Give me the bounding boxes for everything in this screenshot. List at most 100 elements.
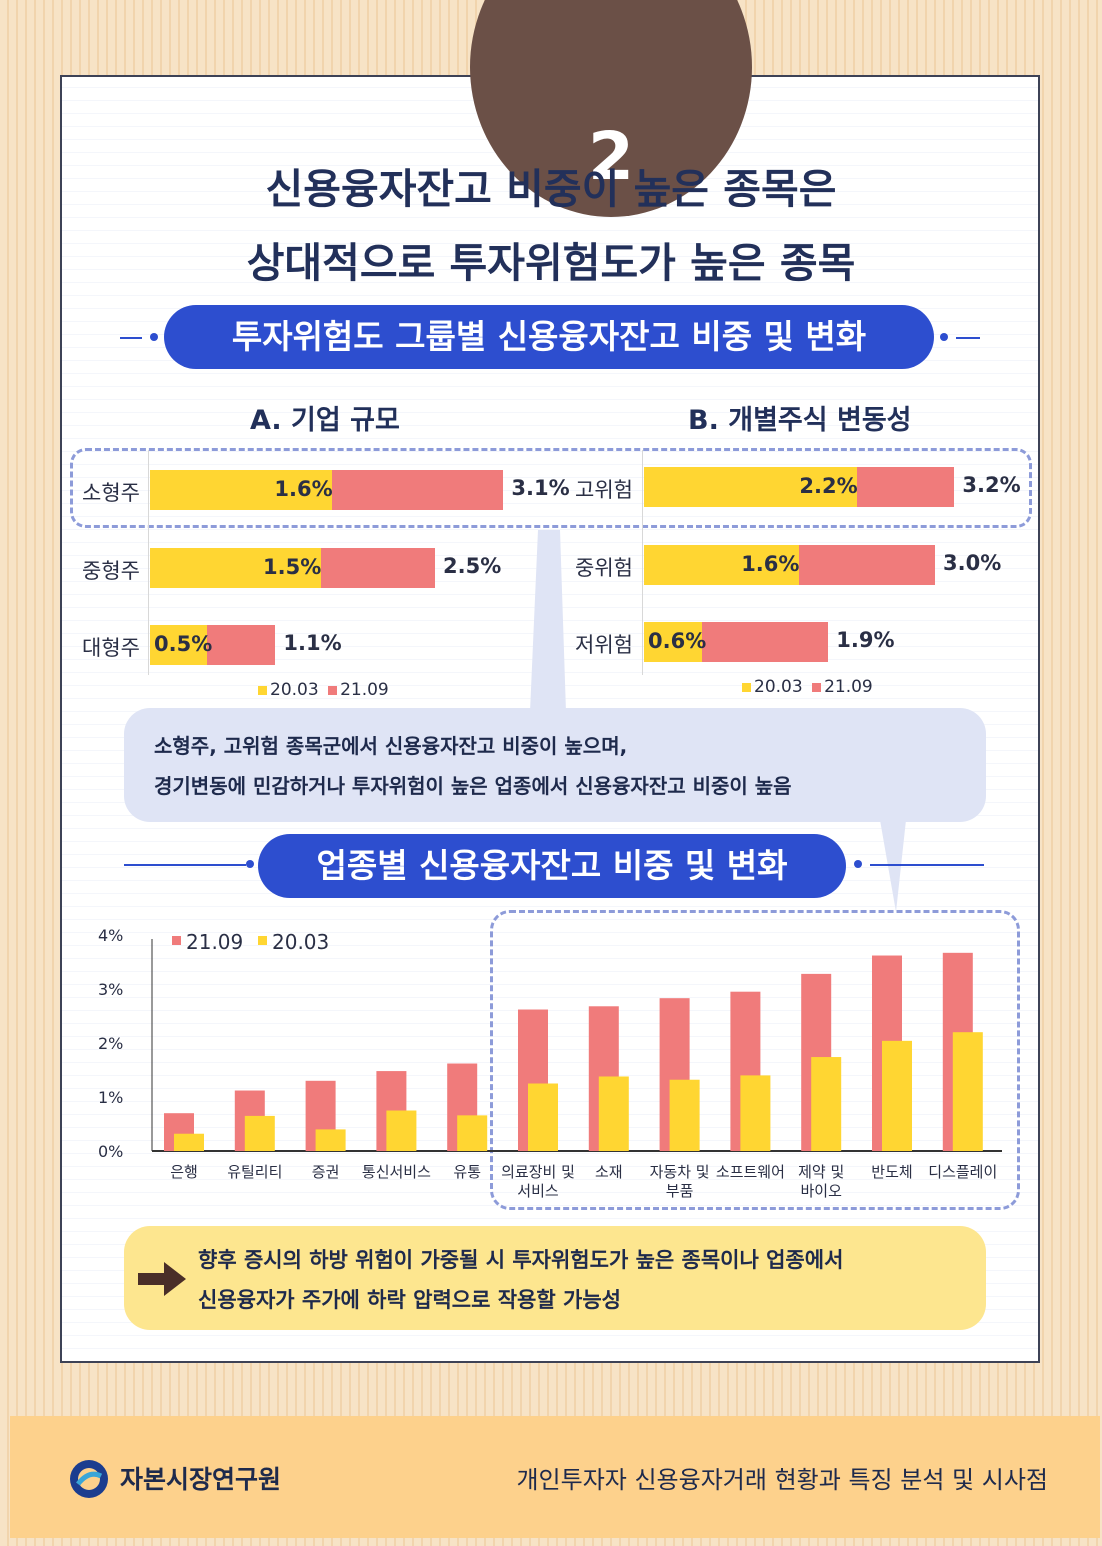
x-tick-label: 유통 [453,1163,481,1181]
section2-left-dot [246,860,254,868]
value-label-20-03: 1.6% [741,552,800,576]
bar-20-03 [150,470,333,510]
bar-20-03 [644,467,858,507]
x-tick-label: 바이오 [800,1182,842,1200]
bar-20-03 [315,1129,346,1151]
highlight-top-row [70,448,1032,528]
y-tick-label: 4% [98,926,123,945]
value-label-21-09: 3.1% [511,476,570,500]
y-tick-label: 0% [98,1142,123,1161]
bar-21-09 [332,470,504,510]
value-label-21-09: 1.1% [283,631,342,655]
footer-report-title: 개인투자자 신용융자거래 현황과 특징 분석 및 시사점 [516,1466,1048,1494]
bar-20-03 [457,1115,488,1151]
x-tick-label: 소프트웨어 [716,1163,785,1181]
bar-20-03 [598,1076,629,1151]
bar-20-03 [644,622,703,662]
x-tick-label: 의료장비 및 [501,1163,575,1181]
bar-21-09 [799,545,935,585]
chart-b-axis [642,450,643,675]
chart-a-legend-item-1: 20.03 [270,680,319,700]
legend-swatch-red [812,682,822,692]
conclusion-line-1: 향후 증시의 하방 위험이 가중될 시 투자위험도가 높은 종목이나 업종에서 [198,1248,844,1272]
chart-b-title: B. 개별주식 변동성 [688,405,912,436]
x-tick-label: 은행 [170,1163,198,1181]
x-tick-label: 디스플레이 [928,1163,997,1181]
chart-a-axis [148,450,149,675]
section1-right-rule [956,337,980,339]
section-number: 2 [588,118,634,195]
y-tick-label: 3% [98,980,123,999]
page-title-line-1: 신용융자잔고 비중이 높은 종목은 [265,165,837,213]
bar-21-09 [207,625,276,665]
section-number-badge: 2 [470,0,752,217]
legend-label-21-09: 21.09 [186,930,243,954]
value-label-20-03: 1.6% [274,477,333,501]
legend-swatch-red [328,685,338,695]
chart-b-legend-item-1: 20.03 [754,677,803,697]
insight-bubble: 소형주, 고위험 종목군에서 신용융자잔고 비중이 높으며, 경기변동에 민감하… [124,708,986,822]
section1-heading: 투자위험도 그룹별 신용융자잔고 비중 및 변화 [164,305,934,369]
value-label-21-09: 3.0% [943,551,1002,575]
category-label: 중형주 [82,559,140,583]
bar-20-03 [882,1040,912,1151]
category-label: 소형주 [82,481,140,505]
legend-swatch-21-09 [172,936,181,945]
value-label-21-09: 3.2% [962,473,1021,497]
bar-20-03 [952,1032,983,1151]
bar-21-09 [857,467,955,507]
bar-20-03 [386,1110,417,1151]
section2-heading: 업종별 신용융자잔고 비중 및 변화 [258,834,846,898]
footer-org-name: 자본시장연구원 [120,1465,282,1494]
category-label: 중위험 [575,556,633,580]
value-label-20-03: 0.5% [154,632,213,656]
bar-20-03 [740,1075,771,1151]
x-tick-label: 증권 [312,1163,340,1181]
footer: 자본시장연구원 개인투자자 신용융자거래 현황과 특징 분석 및 시사점 [10,1416,1100,1538]
bubble-pointer-2 [880,820,906,912]
x-tick-label: 제약 및 [798,1163,844,1181]
bar-21-09 [702,622,829,662]
conclusion-callout: 향후 증시의 하방 위험이 가중될 시 투자위험도가 높은 종목이나 업종에서 … [124,1226,986,1330]
section1-right-dot [940,333,948,341]
section1-left-dot [150,333,158,341]
x-tick-label: 부품 [666,1182,694,1200]
section2-left-rule [124,864,246,866]
x-tick-label: 통신서비스 [362,1163,431,1181]
bar-20-03 [150,625,207,665]
highlight-industries [490,910,1020,1210]
bar-20-03 [150,548,321,588]
category-label: 저위험 [575,633,633,657]
x-tick-label: 소재 [595,1163,623,1181]
legend-label-20-03: 20.03 [272,930,329,954]
value-label-20-03: 2.2% [799,474,858,498]
value-label-21-09: 2.5% [443,554,502,578]
chart-a-legend: 20.03 21.09 [258,680,389,700]
chart-a-title: A. 기업 규모 [250,405,400,436]
bar-20-03 [811,1057,842,1151]
insight-line-2: 경기변동에 민감하거나 투자위험이 높은 업종에서 신용융자잔고 비중이 높음 [154,774,792,798]
chart-b-legend-item-2: 21.09 [824,677,873,697]
chart-a-legend-item-2: 21.09 [340,680,389,700]
section2-right-rule [870,864,984,866]
bubble-pointer [530,530,566,712]
conclusion-line-2: 신용융자가 주가에 하락 압력으로 작용할 가능성 [198,1288,621,1312]
legend-swatch-yellow [742,682,751,692]
bar-20-03 [174,1133,204,1151]
legend-swatch-20-03 [258,936,267,945]
chart-b-legend: 20.03 21.09 [742,677,873,697]
page-title-line-2: 상대적으로 투자위험도가 높은 종목 [246,239,856,287]
bar-20-03 [528,1083,558,1151]
industry-chart: 0% 1% 2% 3% 4% 21.09 20.03 은행 유틸리티 증권 통신서비스 유통 의료장비 … [98,926,1002,1200]
value-label-21-09: 1.9% [836,628,895,652]
section1-left-rule [120,337,142,339]
arrow-right-icon [138,1262,186,1296]
section2-right-dot [854,860,862,868]
value-label-20-03: 1.5% [263,555,322,579]
x-tick-label: 반도체 [871,1163,912,1181]
bar-21-09 [321,548,435,588]
category-label: 고위험 [575,478,633,502]
kcmi-logo-icon [70,1460,108,1498]
insight-line-1: 소형주, 고위험 종목군에서 신용융자잔고 비중이 높으며, [154,734,628,758]
legend-swatch-yellow [258,685,267,695]
